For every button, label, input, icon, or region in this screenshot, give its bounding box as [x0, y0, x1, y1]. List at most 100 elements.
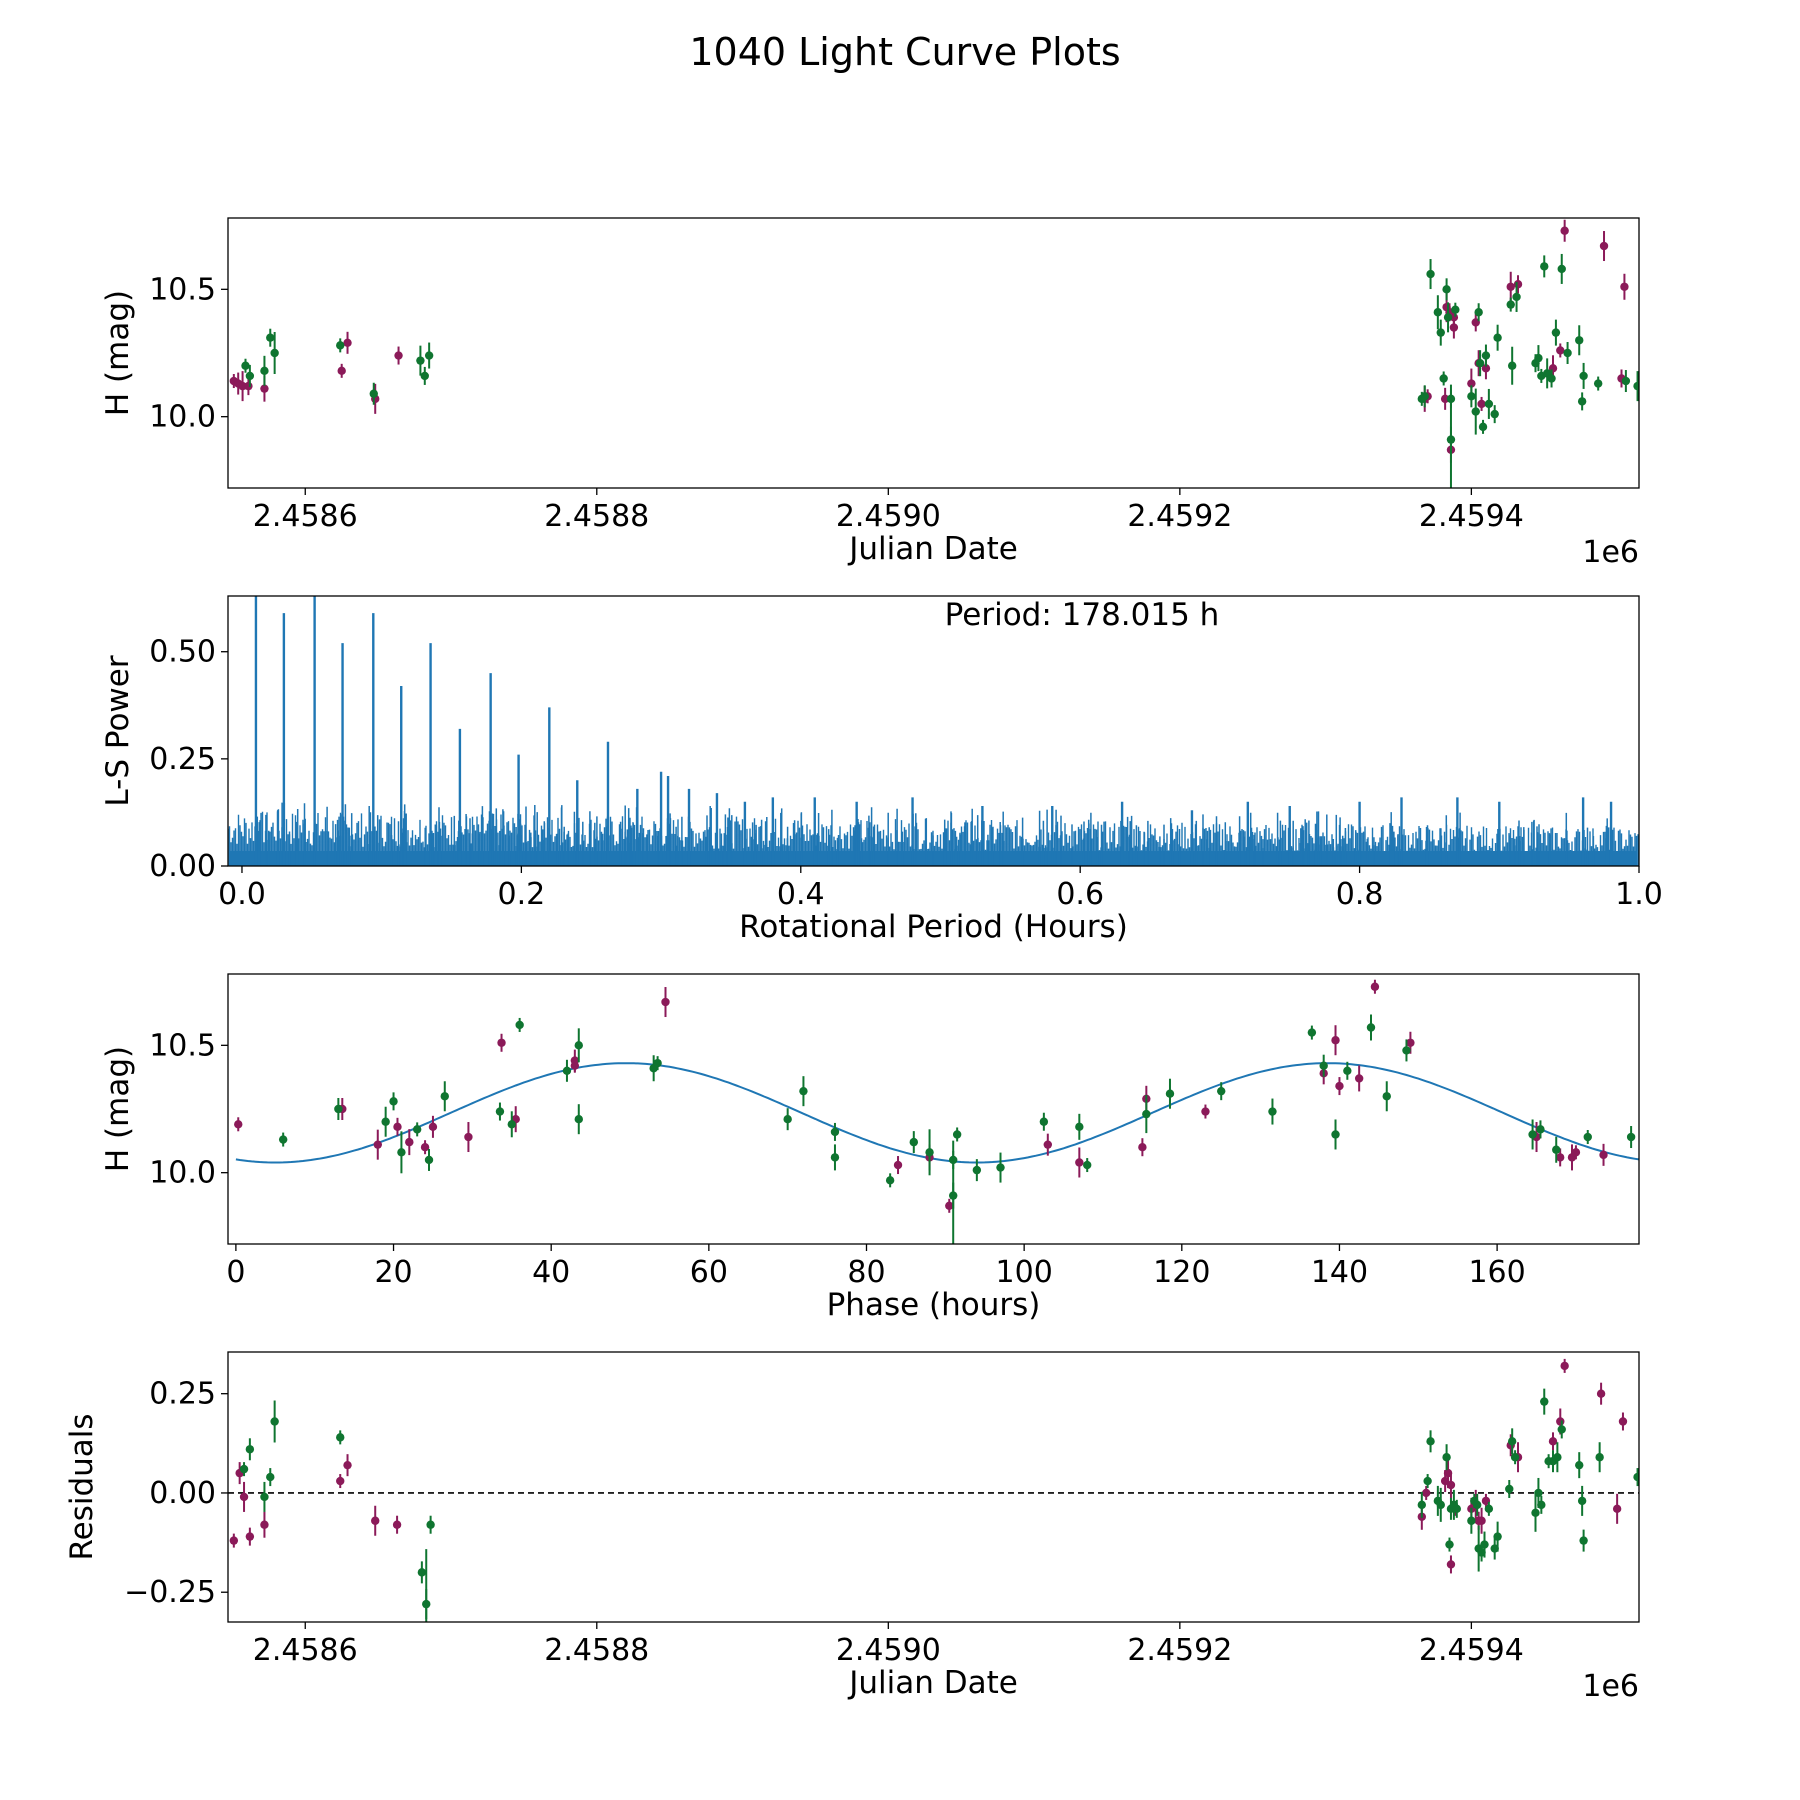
green-data-point	[1481, 351, 1491, 360]
green-data-point	[1307, 1028, 1317, 1037]
magenta-data-point	[1599, 1150, 1608, 1160]
green-data-point	[1442, 1453, 1451, 1462]
magenta-data-point	[1513, 280, 1523, 289]
x-tick-label: 0.6	[1056, 877, 1104, 912]
green-data-point	[1531, 1508, 1540, 1518]
x-tick-label: 1.0	[1615, 877, 1663, 912]
magenta-data-point	[1406, 1038, 1415, 1047]
green-data-point	[278, 1135, 288, 1144]
green-data-point	[830, 1153, 840, 1162]
green-data-point	[239, 1464, 249, 1474]
green-data-point	[1142, 1109, 1151, 1119]
x-tick-label: 0.4	[777, 877, 825, 912]
green-data-point	[1577, 1496, 1587, 1506]
y-tick-label: −0.25	[124, 1575, 216, 1610]
magenta-data-point	[245, 1532, 255, 1541]
green-data-point	[336, 341, 345, 350]
green-data-point	[1480, 1540, 1489, 1549]
y-tick-label: 10.5	[149, 1028, 216, 1063]
magenta-data-point	[1075, 1158, 1084, 1167]
x-tick-label: 2.4586	[253, 499, 358, 534]
green-data-point	[1536, 1125, 1545, 1134]
green-data-point	[336, 1433, 345, 1442]
green-data-point	[245, 371, 255, 381]
magenta-data-point	[1138, 1143, 1147, 1152]
green-data-point	[1537, 1500, 1546, 1510]
green-data-point	[996, 1163, 1005, 1172]
green-data-point	[515, 1020, 524, 1030]
magenta-data-point	[1620, 282, 1629, 291]
green-data-point	[1433, 308, 1443, 317]
green-data-point	[1551, 328, 1561, 337]
plot-area	[228, 596, 1639, 866]
green-data-point	[1493, 333, 1502, 342]
magenta-data-point	[343, 1460, 352, 1470]
green-data-point	[1534, 353, 1543, 363]
magenta-data-point	[394, 351, 403, 360]
magenta-data-point	[497, 1038, 506, 1047]
x-tick-label: 2.4594	[1419, 499, 1524, 534]
green-data-point	[397, 1148, 406, 1157]
magenta-data-point	[238, 381, 247, 391]
green-data-point	[1473, 1500, 1482, 1510]
magenta-data-point	[464, 1132, 473, 1142]
periodogram-panel: 0.0 0.2 0.4 0.6 0.8 1.0 0.00 0.25 0.50 Rotational…	[100, 595, 1663, 945]
magenta-data-point	[343, 338, 352, 348]
axes-frame	[227, 1351, 1640, 1623]
green-data-point	[885, 1176, 895, 1185]
magenta-data-point	[1331, 1036, 1340, 1045]
x-tick-label: 100	[996, 1255, 1053, 1290]
green-data-point	[972, 1165, 982, 1175]
green-data-point	[1436, 1500, 1445, 1510]
residuals-panel: 2.4586 2.4588 2.4590 2.4592 2.4594 −0.25 0.00 0…	[64, 1351, 1640, 1704]
green-data-point	[799, 1086, 808, 1096]
magenta-data-point	[1354, 1074, 1364, 1083]
axes-frame	[227, 595, 1640, 867]
magenta-data-point	[371, 1516, 380, 1525]
x-tick-label: 2.4586	[253, 1633, 358, 1668]
green-data-point	[1534, 1488, 1543, 1498]
green-data-point	[1474, 308, 1483, 317]
x-tick-label: 2.4588	[544, 1633, 649, 1668]
magenta-data-point	[393, 1122, 402, 1132]
x-axis-label: Julian Date	[847, 1665, 1018, 1701]
green-data-point	[389, 1097, 398, 1106]
green-data-point	[1319, 1061, 1328, 1070]
x-tick-label: 0.8	[1336, 877, 1384, 912]
magenta-data-point	[405, 1137, 414, 1147]
x-offset-text: 1e6	[1582, 1669, 1639, 1704]
magenta-data-point	[244, 381, 253, 391]
green-data-point	[952, 1130, 962, 1139]
green-data-point	[574, 1041, 583, 1050]
green-data-point	[424, 1155, 434, 1165]
x-tick-label: 0	[226, 1255, 245, 1290]
x-tick-label: 120	[1153, 1255, 1210, 1290]
magenta-data-point	[234, 1120, 243, 1129]
magenta-data-point	[1449, 323, 1459, 332]
magenta-data-point	[1506, 282, 1515, 291]
magenta-data-point	[428, 1122, 438, 1132]
green-data-point	[1547, 374, 1556, 383]
magenta-data-point	[420, 1143, 430, 1152]
y-tick-label: 10.0	[149, 400, 216, 435]
green-data-point	[266, 333, 275, 342]
green-data-point	[1331, 1130, 1340, 1139]
y-axis-label: H (mag)	[100, 290, 136, 416]
green-data-point	[1452, 1504, 1461, 1514]
green-data-point	[1417, 1500, 1427, 1510]
green-data-point	[1579, 371, 1588, 381]
green-data-point	[1593, 379, 1603, 388]
y-axis-label: L-S Power	[100, 655, 136, 806]
phase-folded-panel: 0 20 40 60 80 100 120 140 160 10.0 10.5 Phase (hour…	[100, 973, 1640, 1323]
y-tick-label: 0.25	[149, 1377, 216, 1412]
green-data-point	[1475, 358, 1485, 368]
green-data-point	[574, 1114, 583, 1124]
x-tick-label: 2.4590	[836, 499, 941, 534]
magenta-data-point	[1556, 1417, 1565, 1426]
magenta-data-point	[1440, 394, 1450, 404]
green-data-point	[440, 1092, 449, 1101]
green-data-point	[369, 389, 378, 398]
green-data-point	[1575, 336, 1584, 345]
y-tick-label: 10.5	[149, 272, 216, 307]
magenta-data-point	[1421, 1488, 1431, 1498]
